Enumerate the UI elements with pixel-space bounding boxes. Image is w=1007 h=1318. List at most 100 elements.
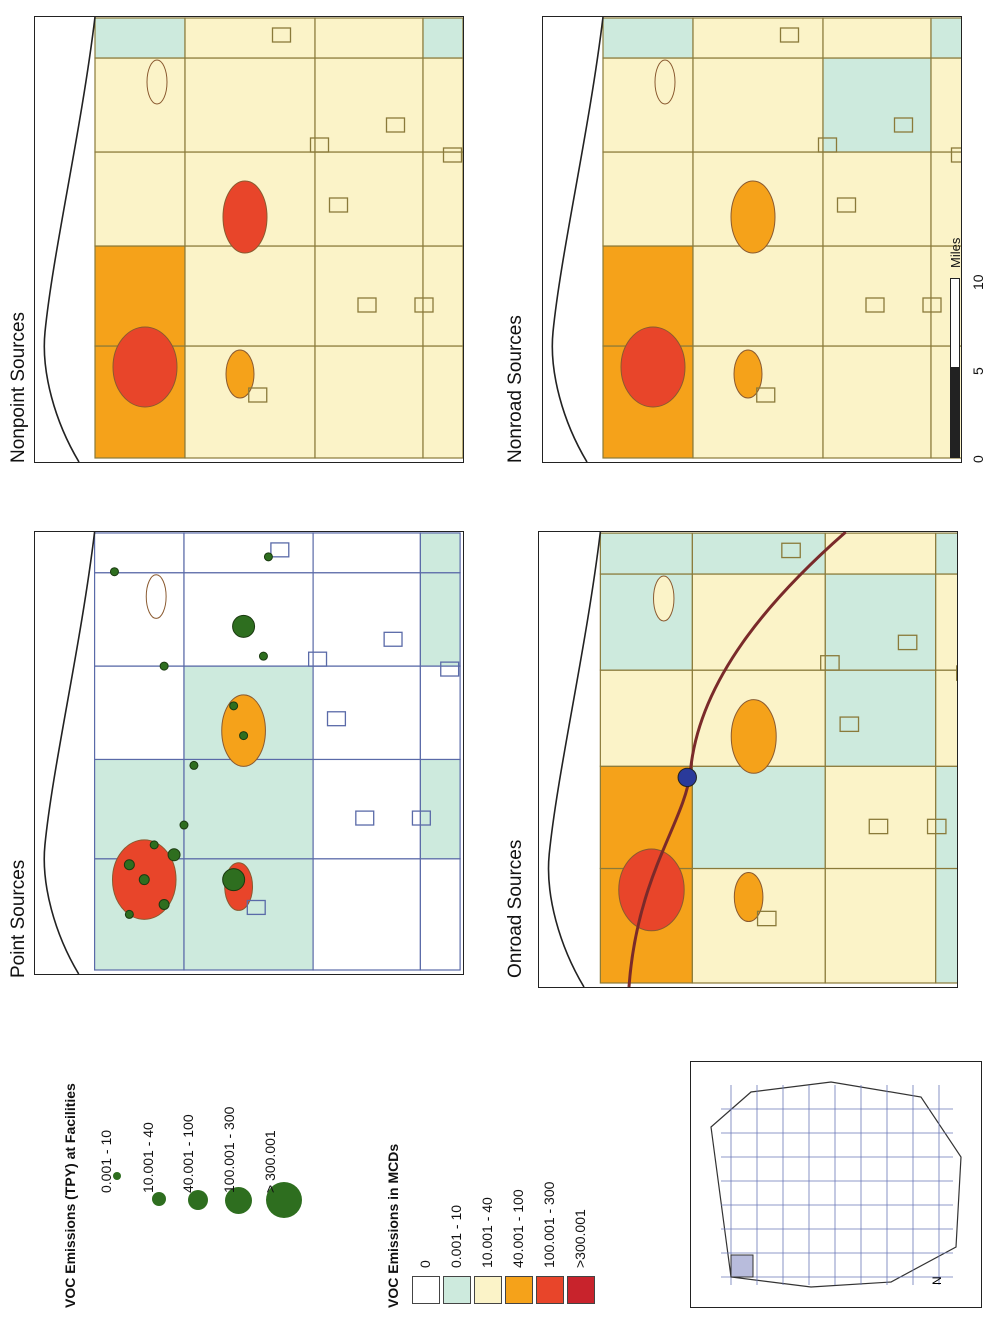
lake-area — [35, 532, 95, 974]
mcd-cell — [935, 669, 957, 767]
urban-area — [653, 575, 675, 622]
facility-dot — [158, 898, 170, 910]
facility-legend-title: VOC Emissions (TPY) at Facilities — [62, 1083, 78, 1308]
shoreline — [551, 17, 604, 462]
mcd-cell — [822, 57, 932, 153]
urban-area — [620, 326, 686, 408]
scale-tick-10: 10 — [970, 274, 986, 290]
mcd-legend-label-5: 100.001 - 300 — [541, 1181, 557, 1268]
map-onroad — [539, 532, 957, 987]
inset-locator-map: N — [690, 1061, 982, 1308]
urban-area — [730, 699, 777, 774]
facility-dot — [124, 909, 134, 919]
mcd-cell — [93, 665, 185, 761]
mcd-cell — [935, 573, 957, 671]
facility-dot — [109, 567, 119, 577]
mcd-cell — [93, 532, 185, 574]
mcd-legend-label-2: 0.001 - 10 — [448, 1204, 464, 1268]
lake-area — [35, 17, 95, 462]
mcd-legend-swatch-6 — [567, 1276, 595, 1304]
mcd-cell — [183, 758, 314, 860]
facility-legend-dot-3 — [188, 1190, 208, 1210]
mcd-legend-label-3: 10.001 - 40 — [479, 1197, 495, 1268]
scale-tick-5: 5 — [970, 367, 986, 375]
map-panel-point — [34, 531, 464, 975]
village-outline — [893, 117, 914, 133]
mcd-cell — [930, 17, 961, 59]
village-outline — [271, 27, 292, 43]
mcd-cell — [314, 245, 424, 347]
village-outline — [865, 297, 885, 313]
village-outline — [307, 651, 328, 667]
village-outline — [328, 197, 349, 213]
village-outline — [926, 818, 947, 835]
village-outline — [385, 117, 406, 133]
mcd-cell — [312, 858, 421, 971]
mcd-legend-swatch-3 — [474, 1276, 502, 1304]
mcd-cell — [935, 532, 957, 575]
village-outline — [326, 711, 347, 727]
mcd-cell — [422, 245, 463, 347]
map-title-nonpoint: Nonpoint Sources — [8, 311, 29, 463]
facility-dot — [167, 848, 181, 862]
mcd-legend-label-6: >300.001 — [572, 1209, 588, 1268]
village-outline — [270, 542, 290, 558]
facility-legend-label-2: 10.001 - 40 — [140, 1122, 156, 1193]
map-title-nonroad: Nonroad Sources — [505, 315, 526, 463]
urban-area — [222, 180, 268, 254]
mcd-cell — [314, 17, 424, 59]
facility-legend-label-5: > 300.001 — [262, 1130, 278, 1193]
mcd-cell — [692, 17, 824, 59]
facility-dot — [179, 820, 189, 830]
village-outline — [383, 631, 403, 647]
mcd-cell — [314, 151, 424, 247]
mcd-cell — [94, 151, 186, 247]
mcd-cell — [602, 17, 694, 59]
mcd-cell — [183, 532, 314, 574]
facility-dot — [123, 859, 135, 871]
facility-legend-label-3: 40.001 - 100 — [180, 1114, 196, 1193]
mcd-legend-swatch-5 — [536, 1276, 564, 1304]
map-nonroad — [543, 17, 961, 462]
mcd-cell — [824, 765, 937, 870]
village-outline — [357, 297, 377, 313]
mcd-legend-label-4: 40.001 - 100 — [510, 1189, 526, 1268]
facility-legend-label-1: 0.001 - 10 — [98, 1129, 114, 1193]
scale-unit: Miles — [948, 237, 963, 268]
facility-dot — [138, 874, 150, 886]
mcd-legend-swatch-2 — [443, 1276, 471, 1304]
facility-dot — [239, 731, 249, 741]
mcd-cell — [824, 669, 937, 767]
urban-area — [221, 694, 266, 767]
mcd-cell — [602, 151, 694, 247]
village-outline — [950, 147, 961, 163]
mcd-cell — [419, 858, 461, 971]
facility-dot — [149, 840, 159, 850]
village-outline — [756, 387, 776, 403]
mcd-cell — [312, 532, 421, 574]
mcd-cell — [422, 151, 463, 247]
village-outline — [309, 137, 330, 153]
mcd-cell — [314, 345, 424, 459]
inset-map-svg: N — [710, 1081, 962, 1288]
mcd-cell — [824, 532, 937, 575]
mcd-cell — [312, 665, 421, 761]
mcd-cell — [419, 532, 461, 574]
shoreline — [43, 17, 96, 462]
village-outline — [246, 899, 266, 916]
urban-area — [733, 871, 764, 923]
mcd-cell — [94, 17, 186, 59]
mcd-cell — [691, 765, 826, 870]
mcd-cell — [422, 17, 463, 59]
map-panel-nonpoint — [34, 16, 464, 463]
mcd-cell — [692, 57, 824, 153]
mcd-cell — [422, 57, 463, 153]
mcd-cell — [93, 572, 185, 667]
mcd-cell — [184, 17, 316, 59]
village-outline — [839, 716, 860, 733]
mcd-cell — [824, 867, 937, 984]
highlighted-county — [730, 1254, 754, 1278]
mcd-cell — [822, 245, 932, 347]
interchange-marker — [677, 767, 697, 788]
